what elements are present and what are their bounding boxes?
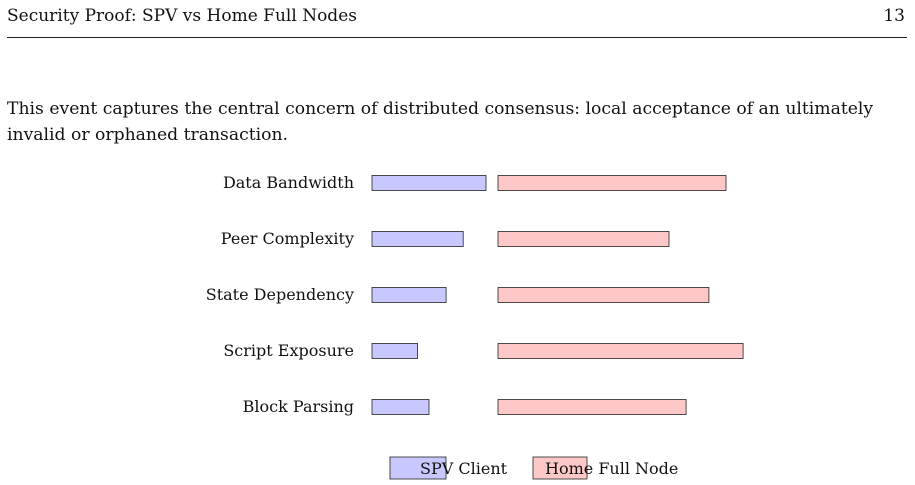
spv-bar-block-parsing <box>371 399 430 415</box>
legend-swatch-spv <box>389 456 447 480</box>
body-paragraph: This event captures the central concern … <box>7 99 874 145</box>
running-head: Security Proof: SPV vs Home Full Nodes 1… <box>7 0 907 28</box>
legend: SPV Client Home Full Node <box>389 456 678 480</box>
full-node-bar-script-exposure <box>497 343 744 359</box>
full-node-bar-block-parsing <box>497 399 687 415</box>
page-number: 13 <box>883 6 905 26</box>
category-label-data-bandwidth: Data Bandwidth <box>223 173 354 192</box>
category-label-peer-complexity: Peer Complexity <box>221 229 354 248</box>
full-node-bar-peer-complexity <box>497 231 670 247</box>
spv-bar-peer-complexity <box>371 231 464 247</box>
category-label-state-dependency: State Dependency <box>206 285 354 304</box>
legend-swatch-full-node <box>532 456 588 480</box>
legend-label-full-node: Home Full Node <box>545 459 678 478</box>
running-title: Security Proof: SPV vs Home Full Nodes <box>7 6 357 26</box>
spv-bar-data-bandwidth <box>371 175 487 191</box>
full-node-bar-data-bandwidth <box>497 175 727 191</box>
header-rule <box>7 37 907 38</box>
category-label-script-exposure: Script Exposure <box>223 341 354 360</box>
legend-label-spv: SPV Client <box>420 459 508 478</box>
category-label-block-parsing: Block Parsing <box>243 397 354 416</box>
spv-bar-script-exposure <box>371 343 418 359</box>
full-node-bar-state-dependency <box>497 287 710 303</box>
spv-bar-state-dependency <box>371 287 447 303</box>
bars-group: Data Bandwidth Peer Complexity State Depen… <box>206 173 744 416</box>
